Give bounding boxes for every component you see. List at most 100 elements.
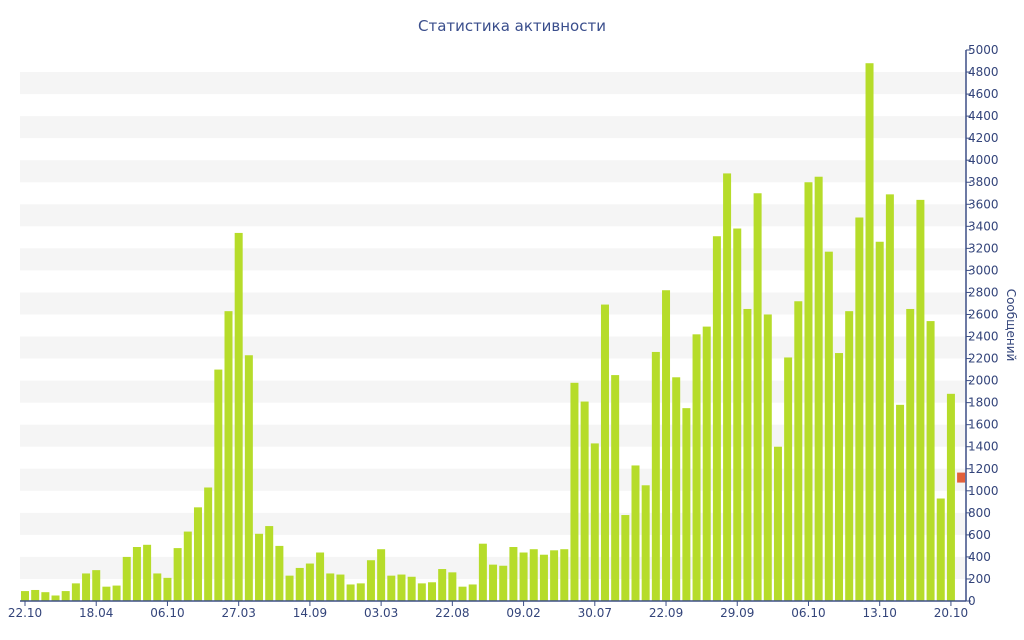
bar — [326, 573, 335, 601]
bar — [143, 544, 152, 601]
bar — [366, 560, 375, 601]
grid-band — [20, 248, 966, 271]
y-tick-label: 4800 — [968, 65, 999, 79]
y-tick-label: 2000 — [968, 374, 999, 388]
bar — [560, 549, 569, 601]
bar — [41, 592, 50, 601]
bar — [193, 507, 202, 601]
x-tick-label: 14.09 — [293, 606, 327, 620]
y-tick-label: 4200 — [968, 131, 999, 145]
bar — [672, 377, 681, 601]
bar — [580, 401, 589, 601]
y-tick-label: 3000 — [968, 263, 999, 277]
grid-band — [20, 204, 966, 227]
bar — [31, 589, 40, 601]
grid-bands — [20, 72, 966, 579]
x-tick-label: 29.09 — [720, 606, 754, 620]
bar — [316, 552, 325, 601]
bar — [743, 308, 752, 601]
bar — [417, 583, 426, 601]
bar — [773, 446, 782, 601]
bar — [855, 217, 864, 601]
bar — [92, 570, 101, 601]
y-tick-label: 800 — [968, 506, 991, 520]
bar — [529, 549, 538, 601]
bar — [926, 321, 935, 601]
bar — [621, 515, 630, 601]
bar — [712, 236, 721, 602]
bar — [336, 574, 345, 601]
grid-band — [20, 512, 966, 535]
bar — [794, 301, 803, 601]
bar — [458, 586, 467, 601]
grid-band — [20, 380, 966, 403]
bar — [835, 353, 843, 601]
bar — [153, 573, 162, 601]
bar — [916, 199, 925, 601]
y-tick-label: 1200 — [968, 462, 999, 476]
x-tick-label: 09.02 — [506, 606, 540, 620]
y-tick-label: 3600 — [968, 197, 999, 211]
x-tick-label: 18.04 — [79, 606, 113, 620]
bar — [346, 584, 355, 601]
bar — [641, 485, 650, 601]
y-tick-label: 1000 — [968, 484, 999, 498]
bar — [265, 526, 274, 601]
bar — [651, 351, 660, 601]
grid-band — [20, 116, 966, 139]
bar — [387, 575, 396, 601]
bar — [51, 595, 60, 601]
bar — [448, 572, 457, 601]
bar — [692, 334, 701, 601]
bar — [468, 584, 477, 601]
x-tick-label: 27.03 — [221, 606, 255, 620]
y-tick-label: 600 — [968, 528, 991, 542]
bar — [814, 176, 823, 602]
y-tick-label: 2200 — [968, 352, 999, 366]
bar — [21, 591, 29, 601]
bar — [71, 583, 80, 601]
bar — [295, 567, 304, 601]
bar — [906, 308, 915, 601]
bar — [611, 375, 620, 601]
y-tick-label: 2800 — [968, 285, 999, 299]
x-tick-label: 06.10 — [150, 606, 184, 620]
bar — [824, 251, 833, 602]
bar — [438, 569, 447, 601]
bar — [356, 583, 365, 601]
bar — [682, 408, 691, 601]
bar — [397, 574, 406, 601]
bar — [61, 591, 70, 601]
x-tick-label: 22.09 — [649, 606, 683, 620]
bar — [499, 565, 508, 601]
y-tick-label: 4600 — [968, 87, 999, 101]
grid-band — [20, 292, 966, 315]
y-tick-label: 1600 — [968, 418, 999, 432]
bar — [896, 404, 905, 601]
x-tick-label: 20.10 — [934, 606, 968, 620]
y-tick-label: 0 — [968, 594, 976, 608]
y-tick-label: 400 — [968, 550, 991, 564]
bar — [275, 545, 284, 601]
grid-band — [20, 160, 966, 183]
bar — [509, 547, 518, 601]
bar — [173, 548, 182, 601]
bar — [662, 290, 671, 601]
chart-title: Статистика активности — [418, 17, 606, 35]
y-tick-label: 4000 — [968, 153, 999, 167]
bar — [885, 194, 894, 602]
bar — [428, 582, 436, 601]
grid-band — [20, 336, 966, 359]
bar — [132, 547, 141, 601]
y-tick-label: 3400 — [968, 219, 999, 233]
y-tick-label: 2400 — [968, 330, 999, 344]
bar — [936, 498, 945, 601]
bar — [489, 564, 498, 601]
bar — [865, 63, 874, 602]
x-tick-label: 30.07 — [578, 606, 612, 620]
bar-series — [21, 63, 966, 602]
bar — [234, 232, 243, 601]
y-tick-label: 1400 — [968, 440, 999, 454]
bar — [845, 311, 854, 601]
